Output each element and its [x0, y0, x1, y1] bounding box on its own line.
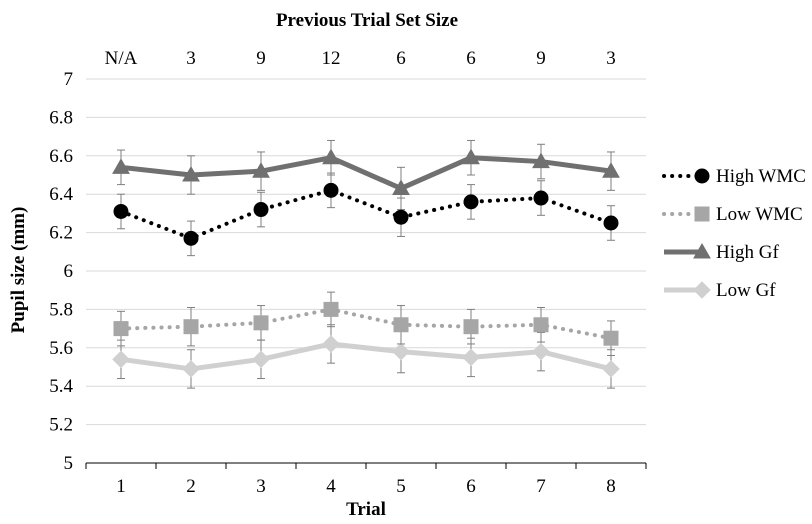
data-point: [393, 209, 409, 225]
x-axis-title: Trial: [346, 499, 386, 520]
top-axis-label: 6: [396, 48, 406, 69]
top-axis-label: N/A: [105, 48, 138, 69]
series-layer: [112, 139, 620, 389]
y-tick-label: 6.8: [49, 107, 73, 128]
y-tick-label: 5: [64, 453, 74, 474]
data-point: [462, 348, 480, 367]
data-point: [533, 190, 549, 206]
data-point: [533, 317, 549, 333]
x-tick-label: 8: [606, 476, 616, 497]
data-point: [182, 360, 200, 378]
legend-item: High Gf: [664, 242, 779, 263]
data-point: [603, 330, 619, 346]
legend-item: Low WMC: [662, 204, 803, 225]
x-tick-label: 1: [116, 476, 126, 497]
x-tick-label: 5: [396, 476, 406, 497]
data-point: [393, 317, 409, 333]
top-axis-label: 9: [536, 48, 546, 69]
data-point: [253, 315, 269, 331]
series-high-wmc: [113, 172, 619, 257]
data-point: [113, 321, 129, 337]
data-point: [252, 162, 270, 178]
legend-marker: [693, 242, 711, 259]
series-line: [119, 307, 613, 341]
data-point: [392, 342, 410, 361]
y-tick-label: 7: [64, 69, 74, 90]
gridlines: [86, 78, 646, 426]
data-point: [322, 148, 340, 165]
legend-item: High WMC: [662, 166, 806, 187]
legend-marker: [693, 281, 711, 299]
y-tick-label: 6.2: [49, 223, 73, 244]
data-point: [113, 203, 129, 219]
top-axis-labels: N/A 3 9 12 6 6 9 3: [105, 48, 616, 69]
series-low-gf: [112, 324, 620, 389]
x-tick-label: 4: [326, 476, 336, 497]
data-point: [603, 215, 619, 231]
series-line: [119, 188, 613, 241]
series-high-gf: [112, 139, 620, 211]
y-axis-ticks: 5 5.2 5.4 5.6 5.8 6 6.2 6.4 6.6 6.8 7: [49, 69, 73, 474]
series-low-wmc: [113, 291, 619, 356]
legend-item: Low Gf: [664, 280, 776, 301]
legend-marker: [694, 168, 710, 184]
series-line: [120, 155, 612, 191]
legend-label: Low Gf: [716, 280, 776, 301]
x-axis-ticks: 1 2 3 4 5 6 7 8: [85, 463, 647, 497]
y-tick-label: 6.6: [49, 146, 73, 167]
series-line: [120, 341, 612, 372]
top-axis-title: Previous Trial Set Size: [276, 10, 458, 31]
data-point: [463, 319, 479, 335]
y-tick-label: 5.4: [49, 376, 73, 397]
y-tick-label: 5.8: [49, 299, 73, 320]
y-tick-label: 5.2: [49, 415, 73, 436]
x-tick-label: 7: [536, 476, 546, 497]
top-axis-label: 12: [322, 48, 341, 69]
data-point: [532, 152, 550, 169]
data-point: [323, 182, 339, 198]
legend-label: High WMC: [716, 166, 806, 187]
legend-marker: [694, 206, 710, 222]
x-tick-label: 3: [256, 476, 266, 497]
data-point: [183, 319, 199, 335]
legend-label: High Gf: [716, 242, 779, 263]
data-point: [322, 335, 340, 353]
data-point: [392, 179, 410, 195]
top-axis-label: 3: [186, 48, 196, 69]
data-point: [602, 360, 620, 378]
top-axis-label: 9: [256, 48, 266, 69]
x-tick-label: 2: [186, 476, 196, 497]
y-axis-title: Pupil size (mm): [8, 207, 29, 334]
x-tick-label: 6: [466, 476, 476, 497]
y-tick-label: 6: [64, 261, 74, 282]
y-tick-label: 5.6: [49, 338, 73, 359]
data-point: [183, 230, 199, 246]
data-point: [182, 165, 200, 182]
top-axis-label: 6: [466, 48, 476, 69]
y-tick-label: 6.4: [49, 184, 73, 205]
data-point: [252, 350, 270, 369]
data-point: [462, 148, 480, 165]
data-point: [323, 301, 339, 317]
data-point: [253, 202, 269, 218]
data-point: [112, 350, 130, 369]
legend: High WMC Low WMC High Gf Low Gf: [662, 166, 806, 301]
legend-label: Low WMC: [716, 204, 803, 225]
data-point: [463, 194, 479, 210]
data-point: [602, 162, 620, 178]
data-point: [532, 342, 550, 361]
top-axis-label: 3: [606, 48, 616, 69]
data-point: [112, 158, 130, 174]
